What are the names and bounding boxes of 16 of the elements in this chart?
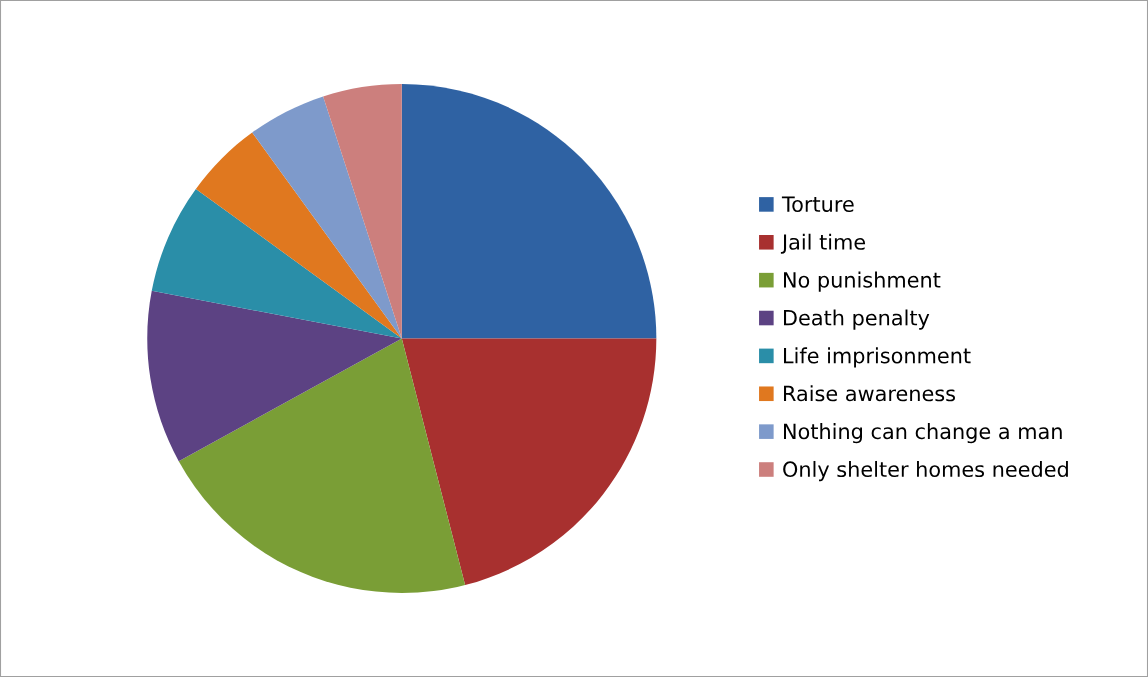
legend-label: Torture — [781, 196, 854, 212]
pie-slice — [401, 83, 657, 339]
legend-label: No punishment — [784, 271, 941, 292]
pie-slice — [323, 83, 402, 339]
legend-label: Jail time — [780, 233, 866, 254]
pie-slice — [401, 338, 657, 586]
pie-slice — [178, 338, 466, 593]
legend-label: Only shelter homes needed — [783, 460, 1068, 482]
pie-slice — [252, 96, 402, 339]
pie-slice — [147, 290, 402, 462]
pie-slice — [151, 188, 402, 339]
legend-label: Raise awareness — [784, 385, 956, 402]
legend-label: Death penalty — [784, 309, 930, 330]
legend-label: Life imprisonment — [784, 347, 971, 368]
legend-label: Nothing can change a man — [784, 423, 1062, 444]
pie-slice — [195, 132, 402, 339]
